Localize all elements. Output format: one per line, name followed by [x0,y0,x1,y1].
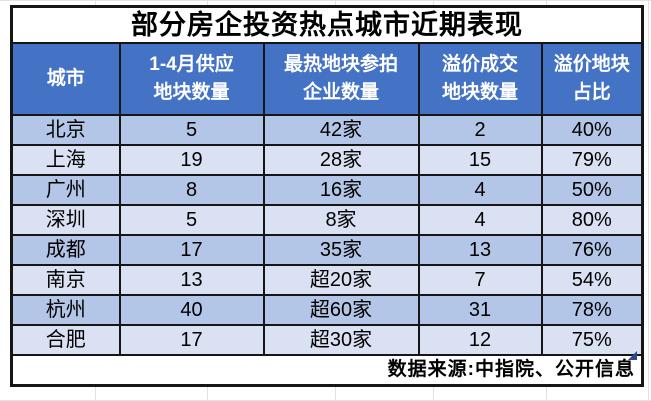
table-row-beijing: 北京 5 42家 2 40% [10,114,644,146]
col-header-city: 城市 [10,42,121,116]
table-header-row: 城市 1-4月供应 地块数量 最热地块参拍 企业数量 溢价成交 地块数量 溢价地… [10,42,644,116]
value-cell: 超20家 [262,264,420,296]
table-footer-row: 数据来源:中指院、公开信息 [10,354,644,387]
value-cell: 42家 [262,114,420,146]
value-cell: 4 [417,174,543,206]
city-cell: 合肥 [10,324,121,356]
city-cell: 深圳 [10,204,121,236]
city-cell: 南京 [10,264,121,296]
hot-cities-table: 部分房企投资热点城市近期表现 城市 1-4月供应 地块数量 最热地块参拍 企业数… [10,5,644,387]
value-cell: 13 [417,234,543,266]
value-cell: 8家 [262,204,420,236]
value-cell: 17 [118,324,265,356]
value-cell: 超60家 [262,294,420,326]
value-cell: 35家 [262,234,420,266]
value-cell: 5 [118,204,265,236]
value-cell: 19 [118,144,265,176]
city-cell: 杭州 [10,294,121,326]
value-cell: 40 [118,294,265,326]
city-cell: 上海 [10,144,121,176]
value-cell: 超30家 [262,324,420,356]
col-header-premium-deals: 溢价成交 地块数量 [417,42,543,116]
value-cell: 40% [540,114,644,146]
selection-corner-handle [628,351,637,360]
value-cell: 4 [417,204,543,236]
value-cell: 80% [540,204,644,236]
value-cell: 50% [540,174,644,206]
sheet-gridline [0,0,651,1]
value-cell: 28家 [262,144,420,176]
table-row-hefei: 合肥 17 超30家 12 75% [10,324,644,356]
city-cell: 成都 [10,234,121,266]
value-cell: 2 [417,114,543,146]
table-row-shanghai: 上海 19 28家 15 79% [10,144,644,176]
value-cell: 8 [118,174,265,206]
city-cell: 广州 [10,174,121,206]
table-row-shenzhen: 深圳 5 8家 4 80% [10,204,644,236]
table-title: 部分房企投资热点城市近期表现 [10,5,644,44]
table-row-chengdu: 成都 17 35家 13 76% [10,234,644,266]
sheet-gridline [648,0,649,401]
table-row-hangzhou: 杭州 40 超60家 31 78% [10,294,644,326]
value-cell: 13 [118,264,265,296]
table-row-nanjing: 南京 13 超20家 7 54% [10,264,644,296]
value-cell: 12 [417,324,543,356]
value-cell: 17 [118,234,265,266]
table-title-row: 部分房企投资热点城市近期表现 [10,5,644,44]
city-cell: 北京 [10,114,121,146]
value-cell: 54% [540,264,644,296]
value-cell: 7 [417,264,543,296]
value-cell: 76% [540,234,644,266]
data-source-note: 数据来源:中指院、公开信息 [10,354,644,387]
value-cell: 31 [417,294,543,326]
value-cell: 75% [540,324,644,356]
value-cell: 16家 [262,174,420,206]
table-row-guangzhou: 广州 8 16家 4 50% [10,174,644,206]
value-cell: 78% [540,294,644,326]
value-cell: 5 [118,114,265,146]
value-cell: 15 [417,144,543,176]
col-header-supply: 1-4月供应 地块数量 [118,42,265,116]
col-header-bidders: 最热地块参拍 企业数量 [262,42,420,116]
col-header-premium-ratio: 溢价地块 占比 [540,42,644,116]
value-cell: 79% [540,144,644,176]
